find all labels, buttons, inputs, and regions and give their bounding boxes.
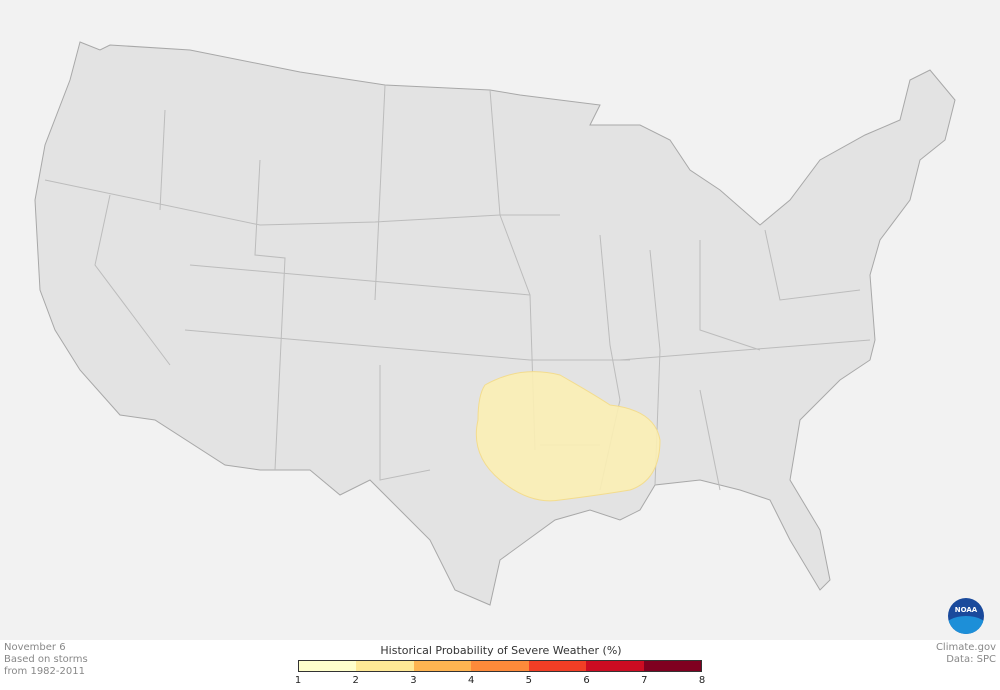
- state-borders: [44, 84, 871, 491]
- legend-tick: 3: [410, 675, 417, 686]
- legend-swatch-1: [299, 661, 357, 671]
- legend-tick: 6: [583, 675, 590, 686]
- legend-tick: 8: [698, 675, 706, 686]
- legend-tick: 7: [641, 675, 648, 686]
- site-credit: Climate.gov: [935, 642, 996, 653]
- us-map: [34, 41, 956, 606]
- legend-tick: 2: [352, 675, 359, 686]
- credits-block: Climate.gov Data: SPC: [936, 642, 996, 666]
- legend-swatch-6: [586, 661, 644, 671]
- data-credit: Data: SPC: [946, 654, 996, 665]
- info-block: November 6 Based on storms from 1982-201…: [4, 642, 88, 678]
- legend-swatch-5: [528, 661, 587, 671]
- noaa-logo: NOAA: [948, 598, 984, 634]
- legend-ticks: 1 2 3 4 5 6 7 8: [294, 675, 706, 687]
- date-label: November 6: [4, 642, 66, 653]
- us-outline: [34, 41, 956, 606]
- legend-tick: 1: [294, 675, 302, 686]
- legend-tick: 4: [467, 675, 475, 686]
- legend-color-bar: [298, 660, 702, 672]
- probability-area: [475, 371, 661, 502]
- legend-swatch-3: [413, 661, 472, 671]
- legend-swatch-7: [643, 661, 701, 671]
- basis-label: Based on storms: [4, 654, 88, 665]
- legend-swatch-2: [356, 661, 414, 671]
- legend-title: Historical Probability of Severe Weather…: [380, 644, 622, 657]
- legend-swatch-4: [471, 661, 529, 671]
- legend-tick: 5: [525, 675, 533, 686]
- period-label: from 1982-2011: [4, 666, 85, 677]
- footer: November 6 Based on storms from 1982-201…: [0, 640, 1000, 690]
